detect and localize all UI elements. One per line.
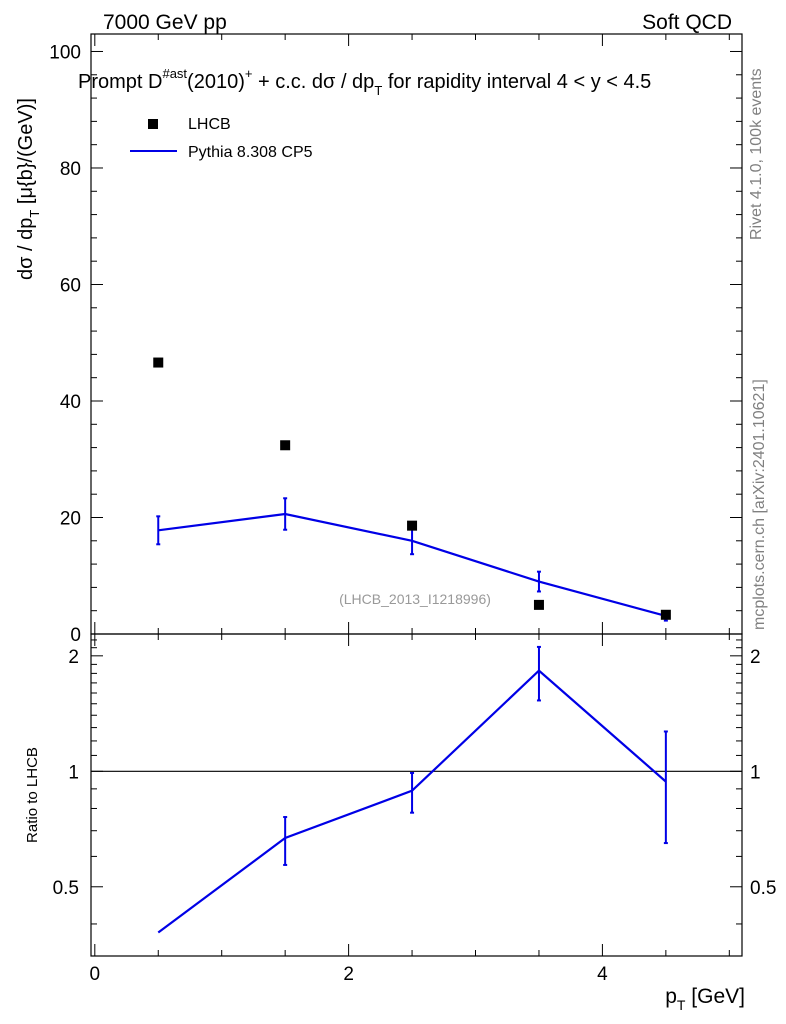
x-tick-label: 4	[597, 964, 608, 985]
main-y-tick-label: 40	[60, 392, 81, 413]
legend-label-pythia: Pythia 8.308 CP5	[188, 144, 313, 161]
ratio-axis-ticks	[91, 634, 742, 956]
legend: LHCB Pythia 8.308 CP5	[130, 116, 313, 161]
lhcb-data-point	[407, 520, 418, 531]
legend-marker-lhcb	[148, 119, 158, 129]
main-y-tick-label: 60	[60, 275, 81, 296]
header-energy: 7000 GeV pp	[103, 11, 227, 34]
mcplots-label: mcplots.cern.ch [arXiv:2401.10621]	[751, 379, 768, 630]
ratio-y-tick-label: 1	[68, 762, 79, 783]
x-tick-labels: 0 2 4	[90, 964, 609, 985]
main-y-tick-label: 20	[60, 508, 81, 529]
rivet-label: Rivet 4.1.0, 100k events	[748, 68, 765, 240]
ratio-plot-frame	[90, 633, 743, 957]
lhcb-data-point	[153, 357, 164, 368]
analysis-watermark: (LHCB_2013_I1218996)	[339, 591, 491, 607]
main-axis-ticks	[91, 34, 742, 635]
lhcb-data-point	[533, 599, 544, 610]
main-data-layer	[153, 357, 671, 622]
ratio-y-tick-label-right: 1	[750, 762, 761, 783]
main-y-axis-label: dσ / dpT [μ{b}/(GeV)]	[15, 98, 42, 280]
x-tick-label: 0	[90, 964, 101, 985]
main-y-tick-labels: 0 20 40 60 80 100	[49, 42, 81, 646]
ratio-y-tick-labels: 0.5 0.5 1 1 2 2	[53, 647, 777, 899]
main-y-tick-label: 80	[60, 159, 81, 180]
ratio-y-tick-label-right: 2	[750, 647, 761, 668]
ratio-y-tick-label: 0.5	[53, 878, 79, 899]
lhcb-data-point	[660, 609, 671, 620]
ratio-y-axis-label: Ratio to LHCB	[24, 747, 41, 843]
ratio-data-layer	[91, 645, 742, 934]
main-title: Prompt D#ast(2010)+ + c.c. dσ / dpT for …	[78, 66, 651, 98]
main-y-tick-label: 0	[70, 625, 81, 646]
header-process: Soft QCD	[642, 11, 732, 34]
lhcb-data-point	[280, 440, 291, 451]
x-axis-label: pT [GeV]	[665, 985, 745, 1013]
x-tick-label: 2	[343, 964, 354, 985]
ratio-y-tick-label: 2	[68, 647, 79, 668]
legend-label-lhcb: LHCB	[188, 116, 231, 133]
ratio-y-tick-label-right: 0.5	[750, 878, 776, 899]
main-y-tick-label: 100	[49, 42, 81, 63]
